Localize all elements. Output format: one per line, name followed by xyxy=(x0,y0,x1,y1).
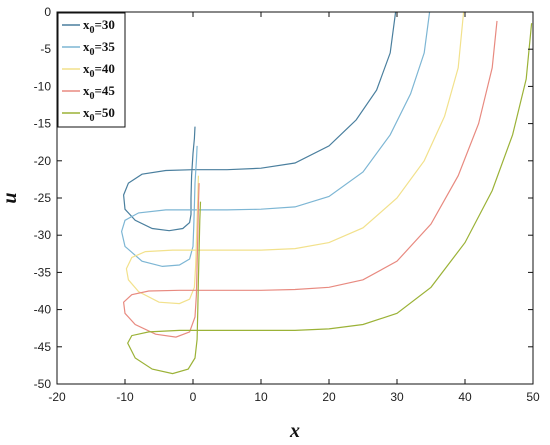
y-tick-label: -20 xyxy=(34,154,52,168)
y-tick-label: 0 xyxy=(44,5,51,19)
series-line-1 xyxy=(122,11,397,232)
y-tick-label: -30 xyxy=(34,228,52,242)
x-tick-label: 50 xyxy=(526,390,540,404)
legend-label: x0=45 xyxy=(83,83,115,102)
y-tick-label: -35 xyxy=(34,265,52,279)
legend: x0=30 x0=35 x0=40 x0=45 x0=50 xyxy=(57,12,126,128)
y-axis-ticks: 0 -5 -10 -15 -20 -25 -30 -35 -40 -45 -50 xyxy=(34,5,533,391)
y-tick-label: -25 xyxy=(34,191,52,205)
x-tick-label: 40 xyxy=(458,390,472,404)
x-tick-label: 30 xyxy=(390,390,404,404)
series-line-2 xyxy=(120,11,431,268)
series-line-5 xyxy=(127,23,533,375)
y-tick-label: -15 xyxy=(34,117,52,131)
x-axis-title: x xyxy=(289,420,300,442)
series-line-3 xyxy=(125,11,465,305)
y-tick-label: -45 xyxy=(34,340,52,354)
y-tick-label: -50 xyxy=(34,377,52,391)
y-tick-label: -10 xyxy=(34,79,52,93)
y-axis-title: u xyxy=(0,192,21,203)
x-tick-label: 10 xyxy=(254,390,268,404)
legend-label: x0=35 xyxy=(83,39,115,58)
series-line-4 xyxy=(122,20,498,338)
legend-box xyxy=(57,12,126,128)
x-tick-label: 20 xyxy=(322,390,336,404)
plot-background xyxy=(57,12,533,384)
legend-label: x0=50 xyxy=(83,105,115,124)
series-layer xyxy=(120,11,533,375)
y-tick-label: -40 xyxy=(34,303,52,317)
x-axis-ticks: -20 -10 0 10 20 30 40 50 xyxy=(48,12,540,404)
legend-label: x0=30 xyxy=(83,17,115,36)
x-tick-label: -20 xyxy=(48,390,66,404)
x-tick-label: -10 xyxy=(116,390,134,404)
legend-label: x0=40 xyxy=(83,61,115,80)
y-tick-label: -5 xyxy=(40,42,51,56)
x-tick-label: 0 xyxy=(190,390,197,404)
